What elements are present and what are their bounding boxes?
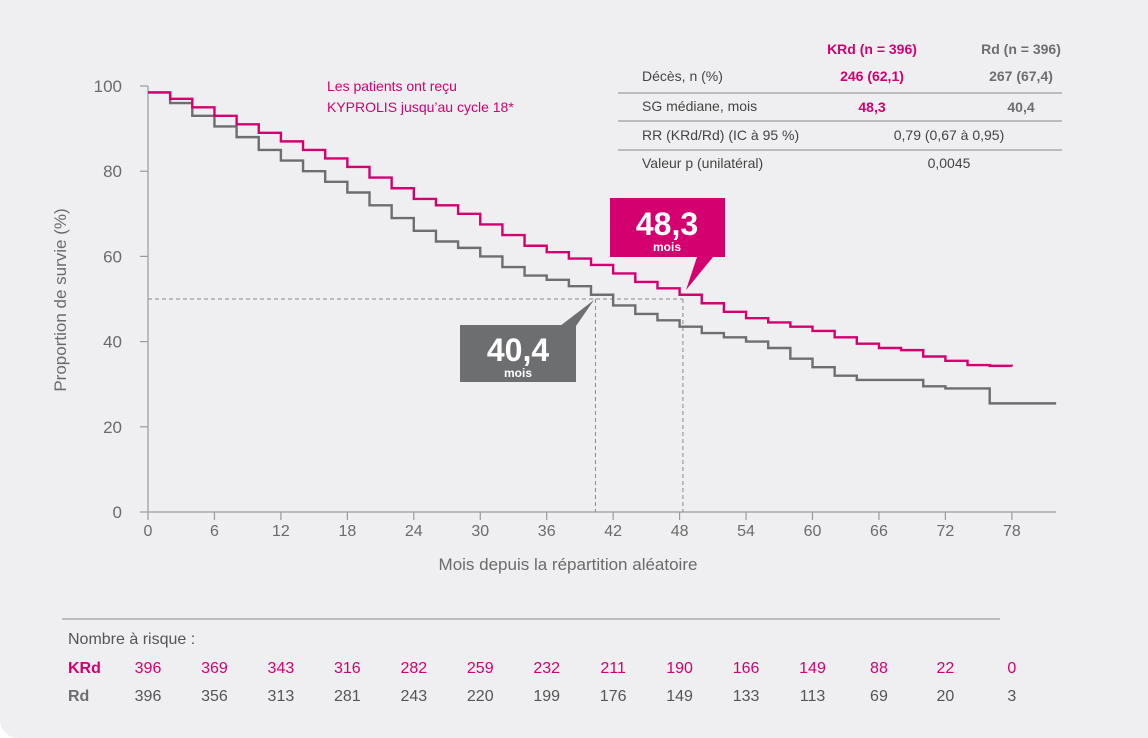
x-tick-label: 30: [471, 523, 489, 540]
stats-header-krd: KRd (n = 396): [827, 41, 917, 57]
x-tick-label: 12: [272, 523, 290, 540]
risk-value: 243: [400, 688, 427, 705]
risk-value: 259: [467, 660, 494, 677]
risk-value: 22: [937, 660, 955, 677]
x-tick-label: 18: [338, 523, 356, 540]
risk-title: Nombre à risque :: [68, 631, 195, 648]
series-line-rd: [148, 91, 1057, 405]
risk-value: 149: [666, 688, 693, 705]
y-tick-label: 60: [103, 247, 122, 266]
risk-value: 166: [733, 660, 760, 677]
median-reference-lines: [148, 298, 684, 512]
series-line-krd: [148, 91, 1014, 368]
stats-row-krd: 48,3: [858, 99, 885, 115]
risk-value: 20: [937, 688, 955, 705]
stats-row-label: RR (KRd/Rd) (IC à 95 %): [642, 127, 799, 143]
callout-krd: 48,3 mois: [610, 198, 725, 290]
callout-krd-value: 48,3: [636, 206, 698, 242]
callout-krd-box: [610, 198, 725, 257]
risk-value: 113: [800, 688, 826, 705]
risk-value: 0: [1007, 660, 1016, 677]
risk-values: 396 369 343 316 282 259 232 211 190 166 149 88 22 039…: [135, 660, 1017, 705]
series-group: [148, 91, 1057, 405]
risk-table: Nombre à risque : KRd Rd 396 369 343 316 282…: [62, 618, 1017, 705]
risk-value: 282: [400, 660, 427, 677]
stats-row-rd: 267 (67,4): [989, 68, 1053, 84]
x-tick-label: 78: [1003, 523, 1021, 540]
x-axis-label: Mois depuis la répartition aléatoire: [439, 555, 698, 574]
risk-value: 88: [870, 660, 888, 677]
stats-row-label: Décès, n (%): [642, 68, 723, 84]
y-tick-label: 40: [103, 333, 122, 352]
risk-value: 176: [600, 688, 627, 705]
stats-row-label: Valeur p (unilatéral): [642, 155, 763, 171]
stats-row-combined: 0,0045: [928, 155, 971, 171]
risk-value: 281: [334, 688, 361, 705]
risk-value: 190: [666, 660, 693, 677]
stats-table: KRd (n = 396) Rd (n = 396) Décès, n (%) …: [618, 41, 1062, 171]
risk-label-krd: KRd: [68, 660, 101, 677]
x-tick-label: 24: [405, 523, 423, 540]
risk-value: 396: [135, 660, 162, 677]
risk-value: 313: [268, 688, 295, 705]
risk-value: 211: [600, 660, 626, 677]
x-tick-label: 54: [737, 523, 755, 540]
y-tick-label: 80: [103, 162, 122, 181]
y-tick-label: 0: [113, 503, 122, 522]
x-tick-label: 6: [210, 523, 219, 540]
x-tick-label: 66: [870, 523, 888, 540]
risk-value: 69: [870, 688, 888, 705]
risk-value: 316: [334, 660, 361, 677]
risk-value: 343: [268, 660, 295, 677]
y-tick-label: 100: [94, 77, 122, 96]
x-tick-label: 48: [671, 523, 689, 540]
stats-row-krd: 246 (62,1): [840, 68, 904, 84]
callout-krd-unit: mois: [653, 240, 681, 254]
x-ticks: 0 6 12 18 24 30 36 42 48 54 60 66 72 78: [144, 512, 1021, 540]
callout-rd-box: [460, 325, 576, 382]
risk-value: 149: [799, 660, 826, 677]
risk-value: 3: [1007, 688, 1016, 705]
stats-row-combined: 0,79 (0,67 à 0,95): [894, 127, 1005, 143]
risk-value: 356: [201, 688, 228, 705]
callout-krd-pointer: [686, 257, 713, 290]
risk-value: 369: [201, 660, 228, 677]
y-tick-label: 20: [103, 418, 122, 437]
callout-rd-pointer: [560, 300, 594, 326]
risk-value: 133: [733, 688, 760, 705]
risk-value: 396: [135, 688, 162, 705]
x-tick-label: 72: [937, 523, 955, 540]
stats-row-rd: 40,4: [1007, 99, 1034, 115]
x-tick-label: 0: [144, 523, 153, 540]
y-ticks: 0 20 40 60 80 100: [94, 77, 148, 522]
risk-label-rd: Rd: [68, 688, 89, 705]
y-axis-label: Proportion de survie (%): [51, 208, 70, 391]
risk-value: 220: [467, 688, 494, 705]
cycle-annotation-line2: KYPROLIS jusqu’au cycle 18*: [327, 99, 514, 115]
stats-row-label: SG médiane, mois: [642, 98, 757, 114]
risk-value: 199: [533, 688, 560, 705]
callout-rd: 40,4 mois: [460, 300, 594, 382]
callout-rd-unit: mois: [504, 366, 532, 380]
x-tick-label: 36: [538, 523, 556, 540]
x-tick-label: 60: [804, 523, 822, 540]
stats-header-rd: Rd (n = 396): [981, 41, 1061, 57]
cycle-annotation-line1: Les patients ont reçu: [327, 78, 457, 94]
risk-value: 232: [533, 660, 560, 677]
callout-rd-value: 40,4: [487, 332, 549, 368]
x-tick-label: 42: [604, 523, 622, 540]
